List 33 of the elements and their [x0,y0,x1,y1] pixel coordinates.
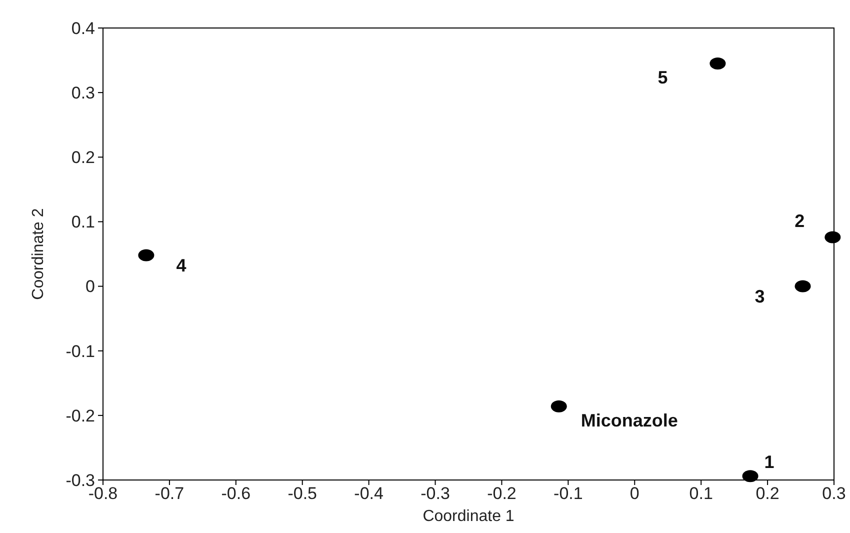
x-tick-label: -0.5 [288,484,318,503]
annotation: 2 [794,211,805,232]
y-tick-label: 0.1 [71,212,95,232]
y-axis-title: Coordinate 2 [30,208,47,300]
x-tick-label: 0.1 [689,484,713,503]
annotation: 3 [754,286,765,306]
annotation: 1 [764,452,774,472]
x-tick-label: 0 [630,484,640,503]
y-tick-label: 0.3 [71,84,95,103]
x-tick-label: 0.3 [822,484,846,503]
point [742,470,758,482]
annotation: 4 [176,255,186,276]
x-axis-title: Coordinate 1 [422,508,514,525]
y-tick-label: -0.2 [66,406,95,426]
y-tick-label: -0.3 [66,470,95,490]
annotation: Miconazole [580,410,678,430]
point [794,280,811,292]
x-tick-label: -0.4 [354,484,384,503]
x-tick-label: -0.7 [154,484,184,503]
y-tick-label: 0.4 [71,18,95,38]
point [138,249,154,262]
x-tick-label: -0.6 [221,484,251,503]
point [550,400,567,412]
y-tick-label: 0.2 [71,148,95,168]
y-tick-label: -0.1 [66,342,95,361]
x-tick-label: -0.2 [487,484,516,503]
x-tick-label: -0.1 [554,484,583,503]
annotation: 5 [658,68,668,88]
point [710,58,726,70]
point [824,231,841,244]
x-tick-label: -0.3 [420,484,450,503]
y-tick-label: 0 [86,277,95,296]
x-tick-label: 0.2 [756,484,780,503]
